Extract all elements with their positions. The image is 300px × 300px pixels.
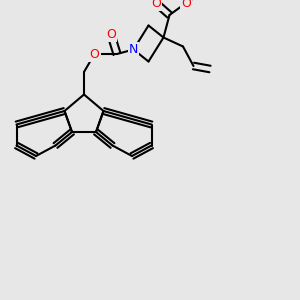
Text: H: H: [194, 0, 202, 1]
Text: O: O: [90, 47, 99, 61]
Text: N: N: [129, 43, 138, 56]
Text: O: O: [181, 0, 191, 10]
Text: O: O: [151, 0, 161, 10]
Text: O: O: [106, 28, 116, 41]
